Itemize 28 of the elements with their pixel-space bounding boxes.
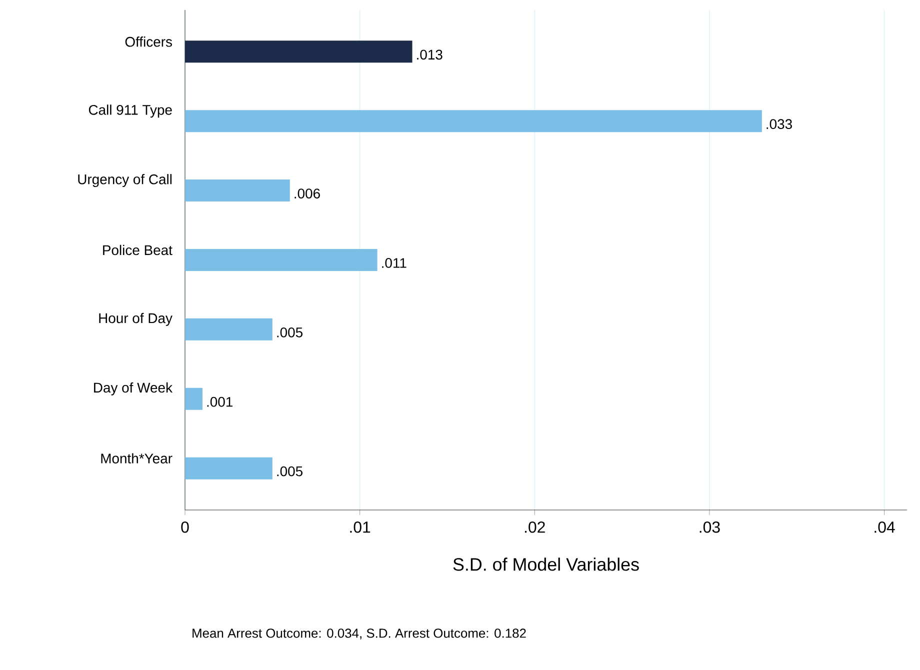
- y-tick-label: Call 911 Type: [88, 104, 172, 118]
- y-tick-label: Month*Year: [101, 453, 172, 464]
- data-label: .005: [277, 327, 302, 338]
- y-tick-label: Police Beat: [103, 244, 172, 256]
- x-tick-label: .01: [350, 522, 370, 533]
- data-label: .011: [382, 258, 406, 268]
- bar: [185, 388, 202, 410]
- bar: [185, 318, 272, 340]
- bar: [185, 40, 412, 63]
- bar: [185, 248, 378, 271]
- y-tick-label: Urgency of Call: [78, 174, 172, 188]
- y-tick-label: Day of Week: [94, 382, 173, 396]
- x-tick-label: 0: [181, 522, 189, 533]
- y-tick-label: Officers: [125, 36, 172, 47]
- y-tick-label: Hour of Day: [99, 312, 172, 326]
- bar: [185, 110, 762, 132]
- data-label: .005: [277, 466, 302, 476]
- data-label: .013: [417, 50, 442, 60]
- x-tick-label: .02: [525, 522, 545, 533]
- text: Mean Arrest Outcome: 0.034, S.D. Arrest Outcome: 0.182: [192, 628, 526, 640]
- data-label: .006: [294, 188, 320, 198]
- bar: [185, 180, 290, 202]
- x-tick-label: .04: [874, 522, 895, 533]
- x-axis-title: S.D. of Model Variables: [453, 558, 639, 571]
- x-tick-label: .03: [700, 522, 720, 533]
- data-label: .001: [207, 396, 232, 407]
- bar: [185, 457, 272, 480]
- data-label: .033: [766, 119, 792, 130]
